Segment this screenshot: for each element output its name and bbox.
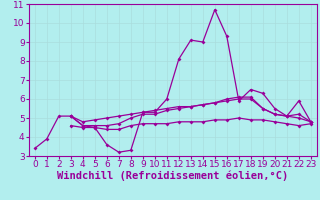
X-axis label: Windchill (Refroidissement éolien,°C): Windchill (Refroidissement éolien,°C) [57, 171, 288, 181]
